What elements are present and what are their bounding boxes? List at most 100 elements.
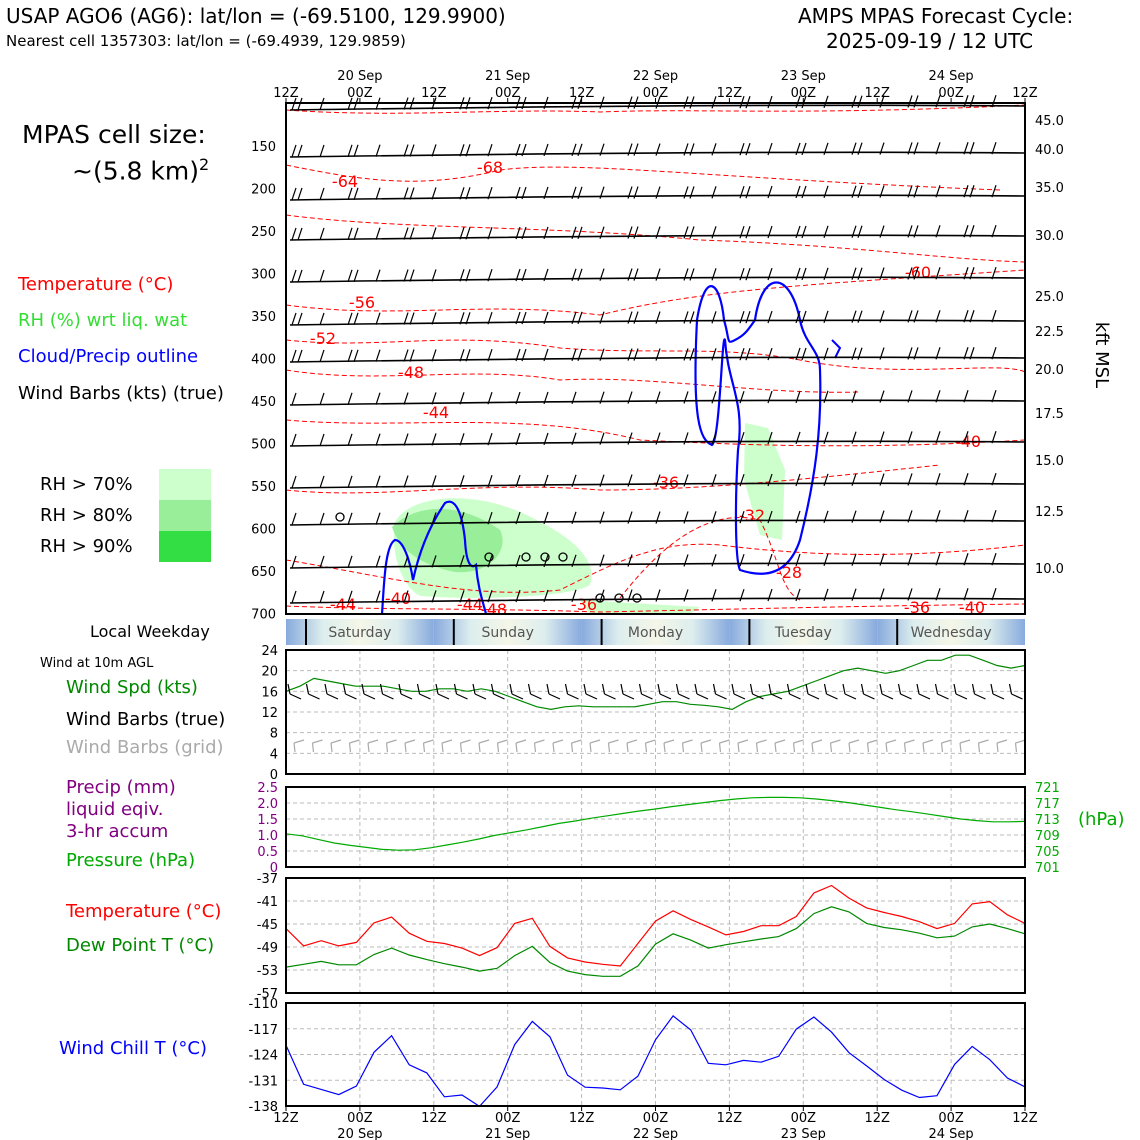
station-title: USAP AGO6 (AG6): lat/lon = (-69.5100, 12… bbox=[6, 4, 506, 28]
wind-barb bbox=[739, 390, 745, 404]
bottom-date-tick-label: 22 Sep bbox=[633, 1127, 678, 1140]
wind-barb bbox=[851, 95, 857, 108]
wind-barb bbox=[689, 226, 695, 239]
wind-barb bbox=[459, 392, 465, 405]
bottom-hour-tick-label: 12Z bbox=[1012, 1111, 1038, 1126]
calm-wind-circle bbox=[614, 593, 624, 603]
wind-chill-label: Wind Chill T (°C) bbox=[59, 1038, 207, 1059]
wind-barb bbox=[823, 510, 829, 524]
temperature-line bbox=[285, 884, 1026, 967]
wind-barb bbox=[459, 312, 465, 325]
wind-barb bbox=[347, 512, 353, 525]
wind-barb bbox=[403, 312, 409, 325]
temperature-contour-label: -60 bbox=[905, 263, 931, 282]
wind-barb bbox=[879, 510, 885, 523]
surface-wind-barb-true bbox=[752, 693, 764, 700]
wind-barb bbox=[991, 184, 997, 198]
temperature-tick-label: -53 bbox=[257, 964, 278, 979]
precip-label-2: liquid eqiv. bbox=[66, 799, 164, 820]
wind-barb bbox=[571, 348, 577, 362]
wind-barb bbox=[795, 473, 801, 487]
top-hour-tick-label: 00Z bbox=[347, 86, 373, 101]
temperature-contour bbox=[285, 214, 1026, 263]
wind-barb bbox=[767, 510, 773, 524]
surface-wind-barb-true bbox=[733, 693, 746, 700]
wind-barb bbox=[599, 474, 605, 487]
wind-barb bbox=[291, 269, 297, 283]
rh-shading-group bbox=[392, 423, 785, 614]
wind-barb bbox=[627, 589, 633, 602]
temp-label: Temperature (°C) bbox=[66, 901, 222, 922]
temperature-contour-label: -52 bbox=[310, 329, 336, 348]
wind-barb bbox=[297, 187, 303, 201]
wind-barb bbox=[857, 185, 863, 198]
temperature-contour-label: -44 bbox=[330, 595, 356, 614]
surface-wind-barb-true bbox=[546, 683, 550, 695]
wind-barb bbox=[571, 589, 577, 603]
wind-barb bbox=[935, 347, 941, 360]
wind-barb bbox=[739, 510, 745, 524]
wind-barb bbox=[431, 590, 437, 603]
wind-barb bbox=[851, 142, 857, 155]
wind-barb bbox=[459, 475, 465, 488]
wind-barb bbox=[963, 510, 969, 523]
surface-wind-barb-grid bbox=[423, 739, 434, 744]
wind-barb bbox=[627, 554, 633, 567]
wind-barb bbox=[801, 95, 807, 109]
surface-wind-barb-true bbox=[398, 683, 402, 695]
wind-barb bbox=[851, 390, 857, 403]
wind-barb bbox=[577, 348, 583, 362]
surface-wind-barb-true bbox=[564, 683, 569, 695]
surface-wind-barb-grid bbox=[811, 739, 823, 744]
surface-wind-barb-grid bbox=[737, 739, 749, 744]
surface-wind-barb-grid bbox=[829, 742, 833, 753]
wind-barb bbox=[599, 511, 605, 524]
wind-barb bbox=[879, 185, 885, 198]
wind-barb bbox=[319, 433, 325, 447]
wind-barb bbox=[577, 226, 583, 240]
wind-speed-tick-label: 4 bbox=[270, 747, 278, 762]
surface-wind-barb-true bbox=[675, 683, 680, 695]
wind-barb bbox=[347, 187, 353, 200]
wind-barb bbox=[795, 95, 801, 109]
pressure-level-tick-label: 300 bbox=[251, 268, 276, 283]
wind-barb bbox=[711, 311, 717, 324]
wind-barb bbox=[571, 186, 577, 200]
wind-barb bbox=[627, 348, 633, 361]
wind-barb bbox=[431, 312, 437, 325]
wind-barb bbox=[291, 144, 297, 158]
wind-barb bbox=[459, 187, 465, 200]
surface-wind-barb-grid bbox=[349, 739, 360, 744]
surface-wind-barb-true bbox=[971, 683, 976, 695]
surface-wind-barb-true bbox=[770, 693, 783, 700]
wind-barb bbox=[739, 431, 745, 445]
wind-barb bbox=[879, 347, 885, 360]
wind-barb bbox=[543, 589, 549, 603]
wind-barb bbox=[543, 311, 549, 325]
wind-barb bbox=[319, 555, 325, 569]
surface-wind-barb-true bbox=[456, 693, 468, 700]
height-kft-tick-label: 30.0 bbox=[1035, 229, 1064, 244]
temperature-tick-label: -49 bbox=[257, 941, 278, 956]
surface-wind-barb-grid bbox=[533, 742, 537, 753]
pressure-tick-label: 705 bbox=[1035, 845, 1060, 860]
wind-barb bbox=[599, 554, 605, 567]
wind-barb bbox=[963, 142, 969, 155]
wind-barb bbox=[543, 432, 549, 446]
wind-barb bbox=[543, 474, 549, 488]
wind-barb bbox=[745, 267, 751, 281]
wind-barb bbox=[487, 269, 493, 282]
wind-barb bbox=[851, 225, 857, 238]
legend-rh: RH (%) wrt liq. wat bbox=[18, 310, 188, 331]
wind-barb bbox=[969, 185, 975, 198]
surface-wind-barb-grid bbox=[515, 742, 518, 753]
wind-barb bbox=[711, 143, 717, 156]
pressure-tick-label: 709 bbox=[1035, 829, 1060, 844]
wind-barb bbox=[655, 474, 661, 487]
surface-wind-barb-true bbox=[694, 683, 698, 695]
wind-barb bbox=[353, 227, 359, 240]
wind-barb bbox=[935, 310, 941, 323]
top-date-tick-label: 20 Sep bbox=[337, 69, 382, 84]
surface-wind-barb-true bbox=[863, 693, 875, 700]
wind-barb bbox=[319, 590, 325, 604]
